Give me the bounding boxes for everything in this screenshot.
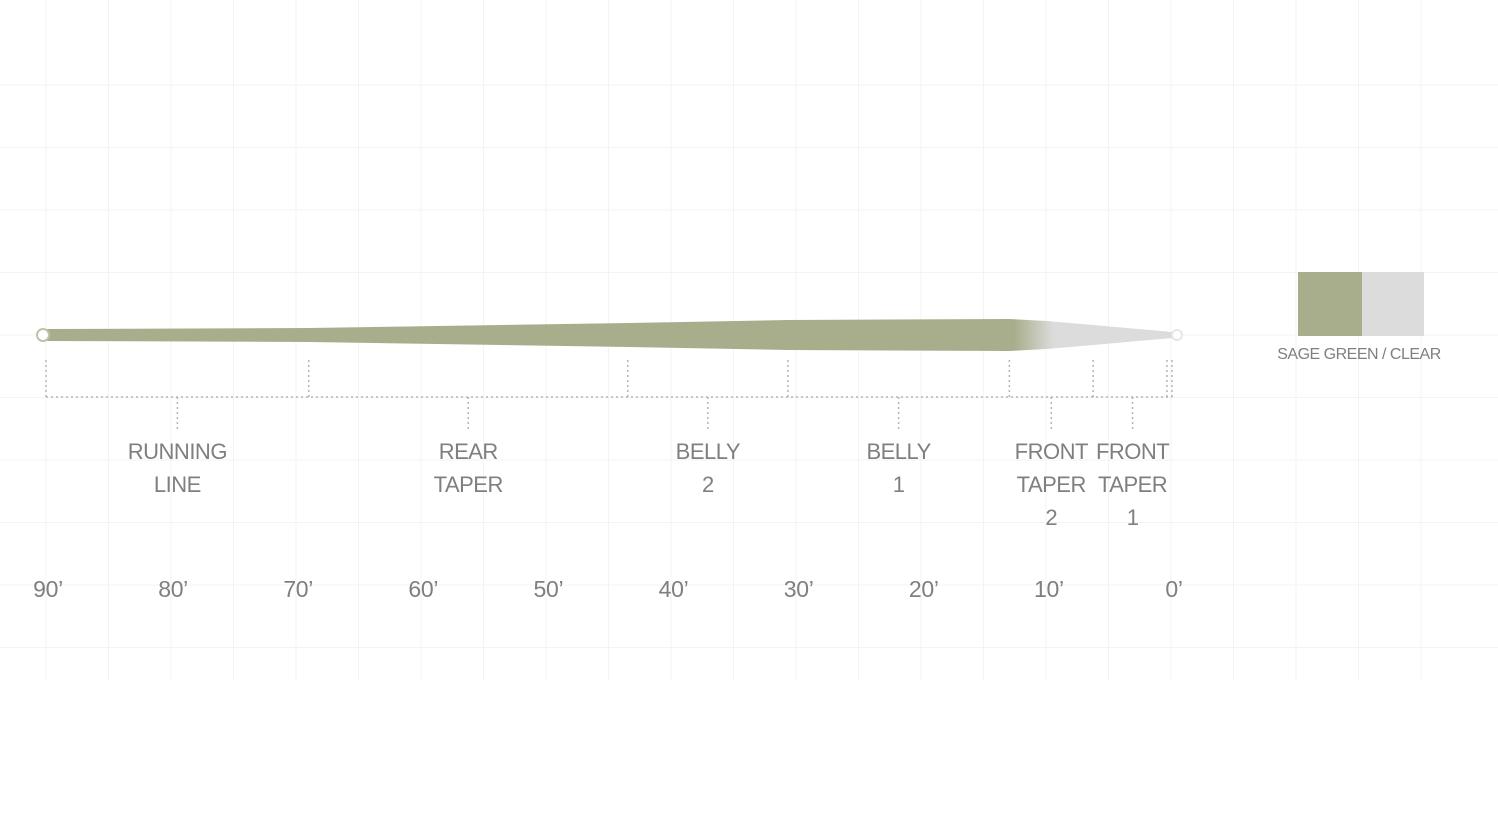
segment-label-line: RUNNING [128,439,227,464]
segment-label-line: TAPER [434,472,503,497]
segment-label: BELLY 2 [676,439,741,497]
distance-tick-label: 10’ [1034,576,1064,602]
segment-label: RUNNING LINE [128,439,227,497]
swatch-sage-green [1298,272,1362,336]
segment-label-line: 2 [1045,505,1057,530]
distance-tick-label: 0’ [1165,576,1182,602]
segment-label-line: 1 [893,472,905,497]
color-swatch: SAGE GREEN / CLEAR [1277,272,1441,363]
segment-label-line: FRONT [1015,439,1088,464]
line-end-loop [36,328,50,342]
segment-label-line: BELLY [676,439,741,464]
segment-label-line: TAPER [1017,472,1086,497]
distance-scale: 90’ 80’ 70’ 60’ 50’ 40’ 30’ 20’ 10’ 0’ [33,576,1183,602]
swatch-label: SAGE GREEN / CLEAR [1277,346,1441,363]
distance-tick-label: 80’ [158,576,188,602]
distance-tick-label: 40’ [659,576,689,602]
distance-tick-label: 60’ [408,576,438,602]
distance-tick-label: 50’ [534,576,564,602]
segment-label: FRONT TAPER 2 [1015,439,1088,530]
fly-line [36,319,1183,351]
segment-label: BELLY 1 [866,439,931,497]
segment-label-line: 1 [1127,505,1139,530]
segment-label-line: LINE [154,472,201,497]
segment-label-line: REAR [439,439,498,464]
segment-label-line: TAPER [1098,472,1167,497]
segment-label: REAR TAPER [434,439,503,497]
segment-label: FRONT TAPER 1 [1096,439,1169,530]
segment-label-line: FRONT [1096,439,1169,464]
segment-label-line: BELLY [866,439,931,464]
swatch-clear [1362,272,1424,336]
fly-line-body [46,319,1172,351]
tip-end-loop [1171,329,1183,341]
segment-brackets [45,360,1173,432]
distance-tick-label: 70’ [283,576,313,602]
distance-tick-label: 20’ [909,576,939,602]
segment-label-line: 2 [702,472,714,497]
segment-labels: RUNNING LINE REAR TAPER BELLY 2 BELLY 1 FRONT TAP… [128,439,1170,530]
distance-tick-label: 30’ [784,576,814,602]
distance-tick-label: 90’ [33,576,63,602]
